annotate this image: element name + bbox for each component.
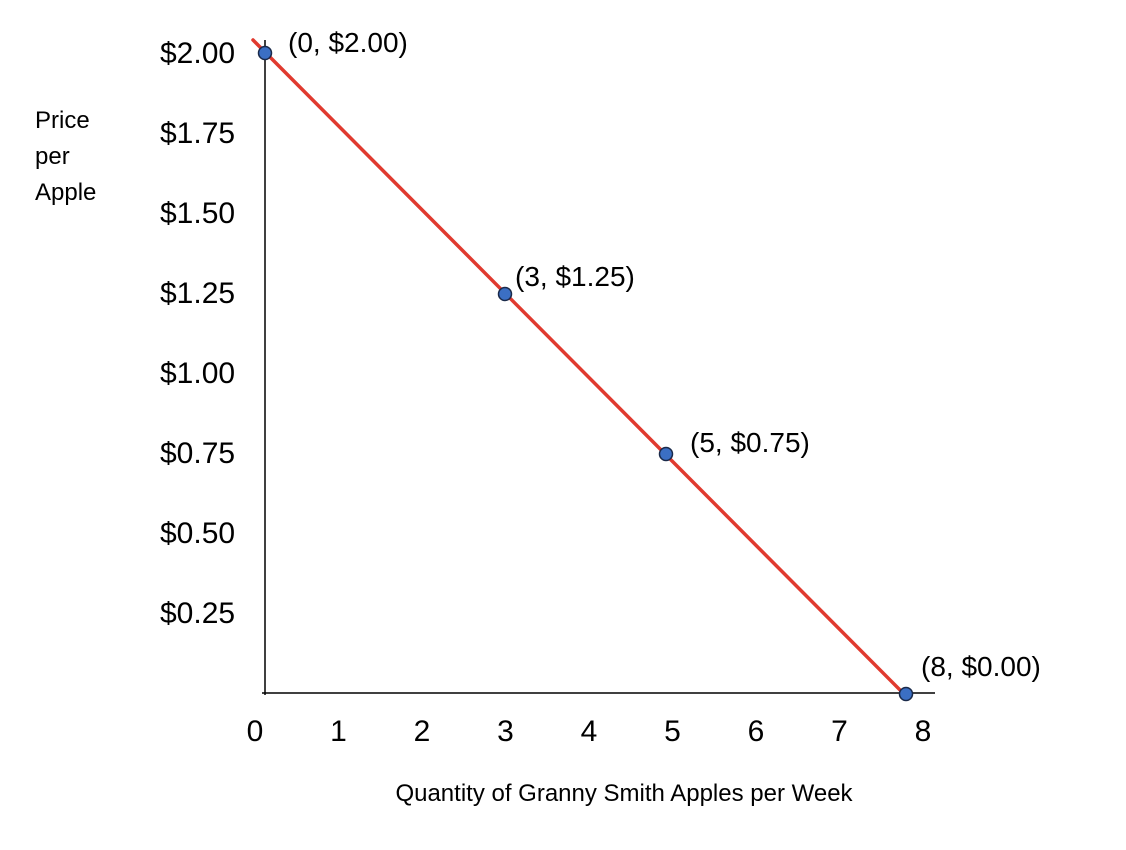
data-points — [257, 45, 914, 702]
demand-line-group — [251, 38, 907, 697]
point-label: (8, $0.00) — [921, 651, 1041, 682]
x-tick-label: 4 — [581, 715, 598, 748]
point-label: (5, $0.75) — [690, 427, 810, 458]
data-point — [497, 286, 513, 302]
y-axis-label-line: per — [35, 143, 70, 170]
point-label: (0, $2.00) — [288, 27, 408, 58]
y-tick-label: $1.50 — [160, 197, 235, 230]
x-axis-label: Quantity of Granny Smith Apples per Week — [395, 780, 853, 807]
x-tick-labels: 0 1 2 3 4 5 6 7 8 — [247, 715, 932, 748]
y-tick-label: $0.50 — [160, 517, 235, 550]
y-tick-label: $0.75 — [160, 437, 235, 470]
x-tick-label: 7 — [831, 715, 848, 748]
y-axis-label-line: Apple — [35, 179, 96, 206]
y-tick-label: $2.00 — [160, 37, 235, 70]
y-tick-labels: $2.00 $1.75 $1.50 $1.25 $1.00 $0.75 $0.50 $0.25 — [160, 37, 235, 630]
x-tick-label: 5 — [664, 715, 681, 748]
data-point — [257, 45, 273, 61]
x-tick-label: 8 — [915, 715, 932, 748]
data-point — [658, 446, 674, 462]
y-axis-label: Price per Apple — [35, 107, 96, 206]
y-tick-label: $1.75 — [160, 117, 235, 150]
demand-line — [251, 38, 907, 697]
y-tick-label: $0.25 — [160, 597, 235, 630]
y-tick-label: $1.00 — [160, 357, 235, 390]
x-tick-label: 2 — [414, 715, 431, 748]
x-tick-label: 1 — [330, 715, 347, 748]
data-point — [898, 686, 914, 702]
point-label: (3, $1.25) — [515, 261, 635, 292]
axes — [262, 40, 935, 695]
y-tick-label: $1.25 — [160, 277, 235, 310]
x-tick-label: 3 — [497, 715, 514, 748]
x-tick-label: 0 — [247, 715, 264, 748]
point-labels: (0, $2.00) (3, $1.25) (5, $0.75) (8, $0.00) — [288, 27, 1041, 682]
y-axis-label-line: Price — [35, 107, 90, 134]
x-tick-label: 6 — [748, 715, 765, 748]
